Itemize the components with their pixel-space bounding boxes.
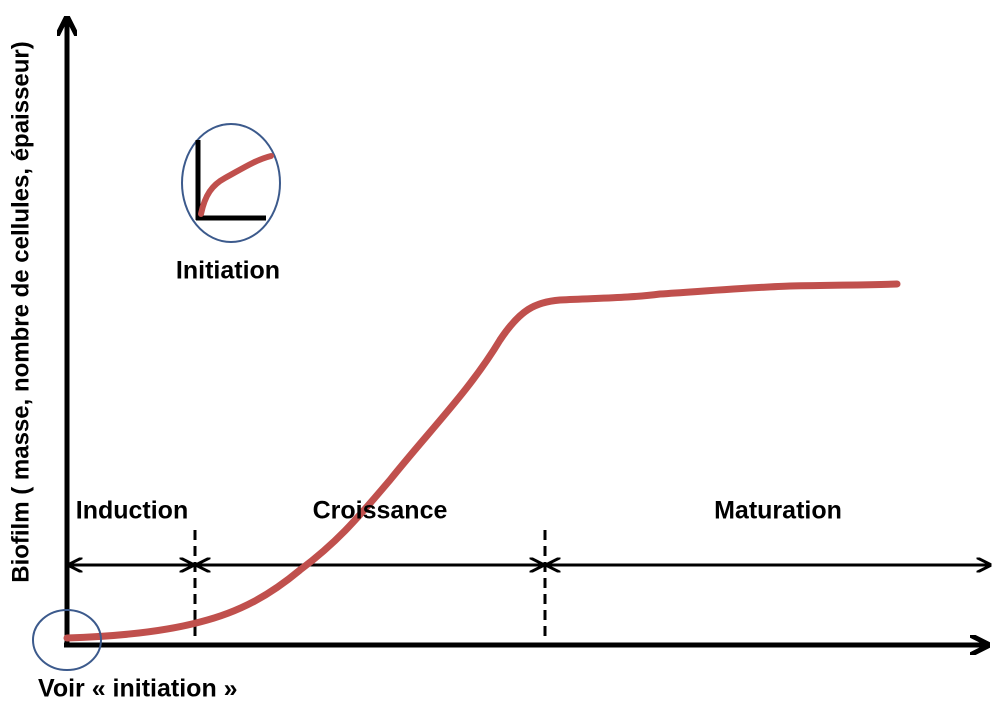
inset-circle	[181, 123, 281, 243]
y-axis-label: Biofilm ( masse, nombre de cellules, épa…	[7, 41, 34, 583]
phase-label: Induction	[76, 497, 188, 525]
note: Voir « initiation »	[38, 675, 238, 703]
inset-curve	[198, 153, 274, 217]
phase-label: Maturation	[714, 497, 842, 525]
growth-curve	[63, 280, 901, 642]
inset-label: Initiation	[176, 257, 280, 285]
highlight-circle	[32, 609, 102, 671]
phase-label: Croissance	[313, 497, 448, 525]
